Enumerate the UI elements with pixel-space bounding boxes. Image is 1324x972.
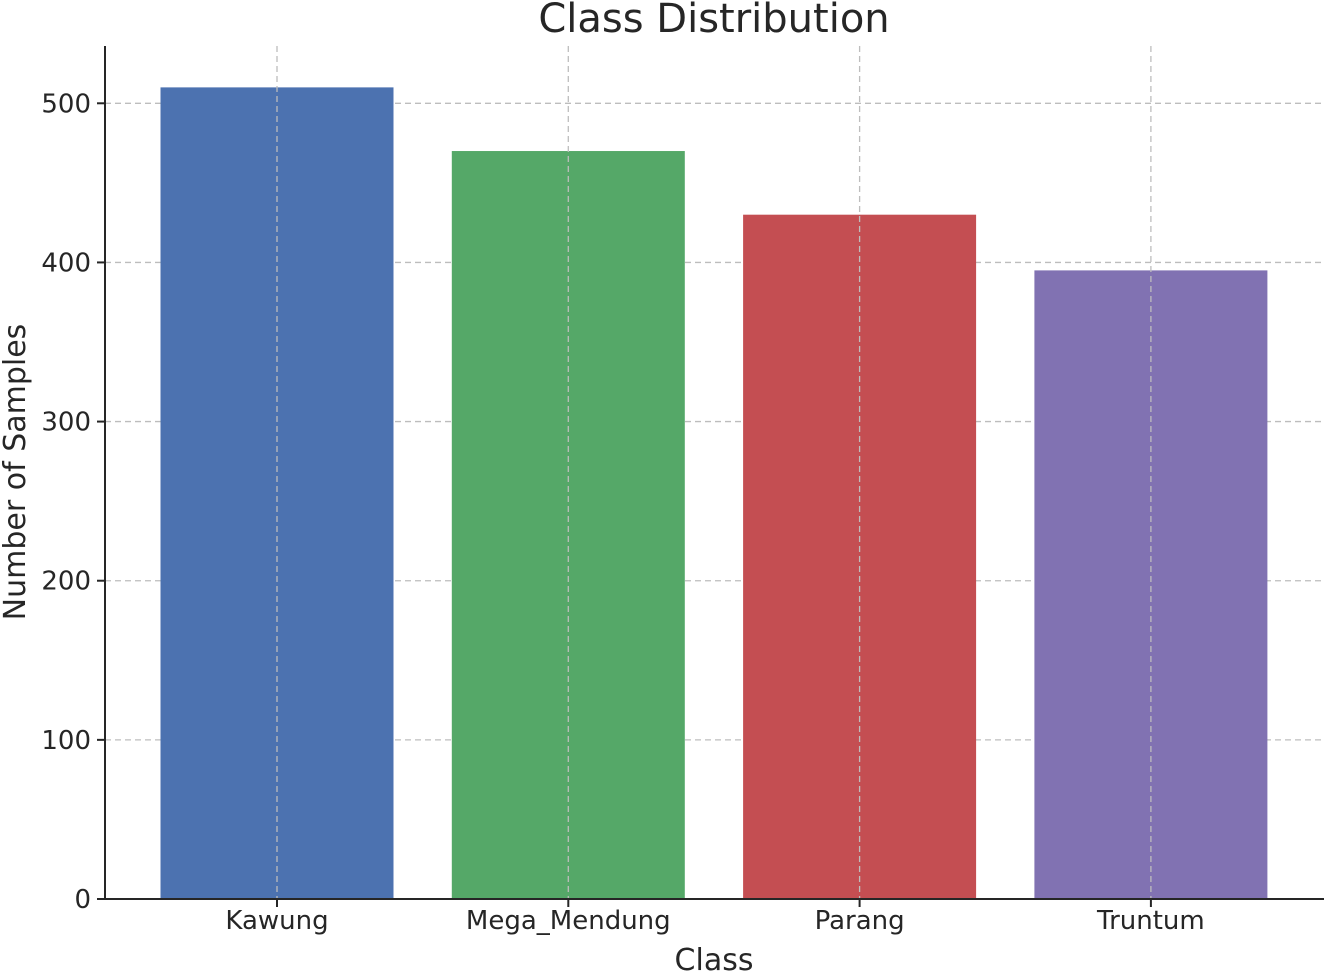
x-tick-label: Truntum xyxy=(1096,906,1205,936)
bar-truntum xyxy=(1034,270,1268,900)
x-tick-label: Mega_Mendung xyxy=(466,906,671,936)
vertical-grid-lines xyxy=(276,46,1152,899)
bar-mega-mendung xyxy=(451,151,685,900)
y-tick-label: 500 xyxy=(41,89,91,119)
axes xyxy=(97,46,1324,907)
y-tick-label: 100 xyxy=(41,726,91,756)
y-tick-label: 300 xyxy=(41,408,91,438)
y-tick-label: 200 xyxy=(41,567,91,597)
y-axis-label: Number of Samples xyxy=(0,324,33,621)
y-tick-label: 400 xyxy=(41,248,91,278)
bar-kawung xyxy=(160,87,394,899)
bars xyxy=(160,87,1268,900)
chart-title: Class Distribution xyxy=(538,0,889,42)
tick-labels: 0 100 200 300 400 500 Kawung Mega_Mendung Parang… xyxy=(41,89,1204,936)
x-axis-label: Class xyxy=(675,943,754,972)
x-tick-label: Parang xyxy=(815,906,905,936)
y-tick-label: 0 xyxy=(74,885,91,915)
x-tick-label: Kawung xyxy=(225,906,328,936)
